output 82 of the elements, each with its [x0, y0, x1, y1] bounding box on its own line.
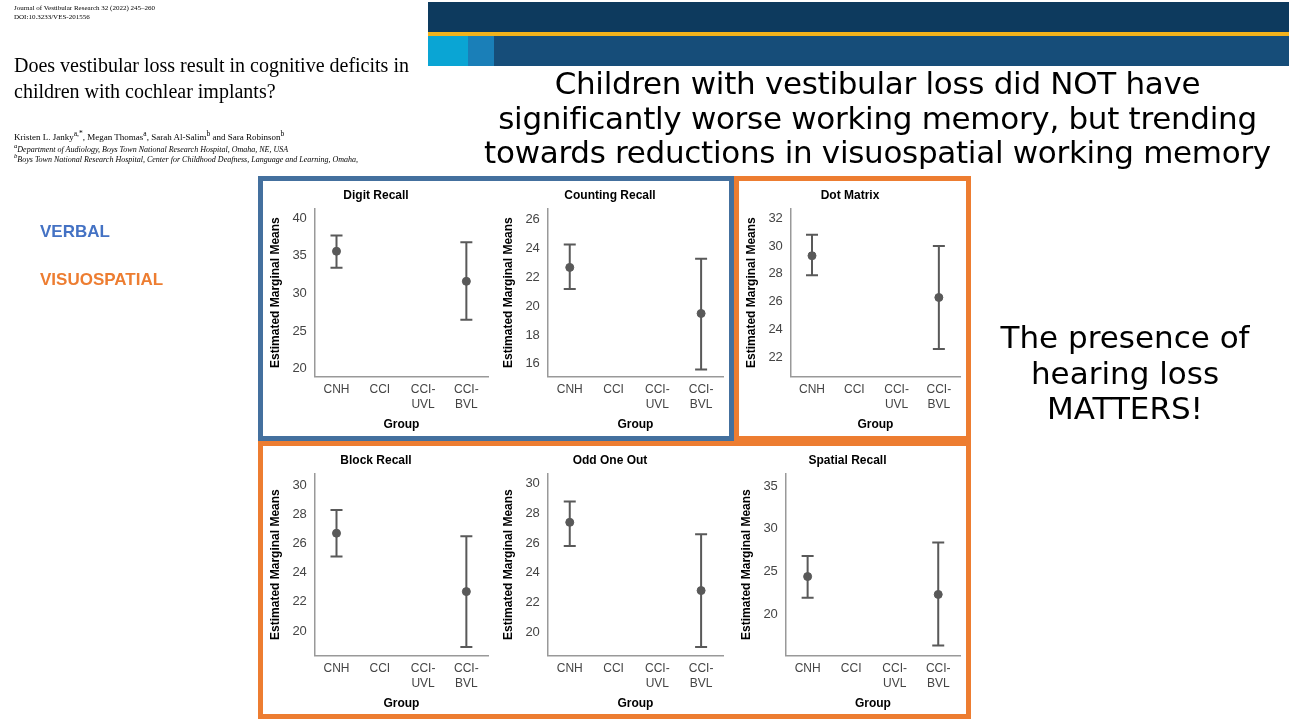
text: Kristen L. Janky$^{a,*}$, Megan Thomas$^{a}$, Sarah Al-Salim$^{b}$ and Sara Robinson$^{b}$ [14, 129, 286, 143]
y-tick-label: 18 [525, 326, 540, 342]
y-tick-label: 26 [525, 211, 540, 227]
text: VERBAL [40, 222, 111, 242]
chart-title: Block Recall [340, 452, 412, 467]
y-tick-label: 20 [525, 297, 540, 313]
x-tick-label: CCI-BVL [926, 382, 952, 411]
y-tick-label: 28 [292, 505, 307, 521]
chart-title: Dot Matrix [820, 187, 880, 202]
y-tick-label: 25 [292, 322, 307, 338]
text: Does vestibular loss result in cognitive deficits in children with cochlear implants? [14, 53, 410, 104]
y-tick-label: 30 [525, 475, 540, 491]
x-axis-title: Group [857, 417, 894, 432]
x-axis-title: Group [617, 696, 654, 711]
y-tick-label: 24 [292, 564, 307, 580]
x-tick-label: CCI-UVL [410, 382, 436, 411]
y-tick-label: 24 [768, 321, 783, 337]
y-tick-label: 24 [525, 564, 540, 580]
chart-title: Spatial Recall [808, 452, 887, 467]
x-tick-label: CCI [603, 661, 624, 676]
chart-title: Counting Recall [564, 187, 656, 202]
y-tick-label: 22 [525, 593, 540, 609]
x-tick-label: CCI [843, 382, 865, 397]
x-tick-label: CCI [603, 382, 624, 397]
y-tick-label: 30 [292, 476, 307, 492]
x-tick-label: CCI-BVL [688, 382, 714, 411]
y-tick-label: 28 [768, 265, 783, 281]
y-tick-label: 30 [768, 237, 783, 253]
x-tick-label: CNH [556, 382, 583, 397]
x-tick-label: CCI-BVL [454, 661, 479, 690]
x-tick-label: CCI-UVL [644, 382, 670, 411]
x-tick-label: CCI [840, 661, 862, 676]
y-tick-label: 26 [525, 534, 540, 550]
y-tick-label: 26 [768, 293, 783, 309]
text: The presence of hearing loss MATTERS! [999, 319, 1251, 427]
y-tick-label: 16 [525, 355, 540, 371]
y-tick-label: 20 [763, 605, 778, 621]
y-axis-title: Estimated Marginal Means [500, 216, 515, 368]
y-tick-label: 30 [292, 284, 307, 300]
y-tick-label: 22 [525, 269, 540, 285]
x-tick-label: CNH [323, 661, 350, 676]
x-tick-label: CCI-UVL [410, 661, 436, 690]
x-tick-label: CCI-UVL [882, 661, 908, 690]
x-tick-label: CCI-UVL [644, 661, 670, 690]
y-tick-label: 22 [292, 593, 307, 609]
y-axis-title: Estimated Marginal Means [743, 216, 758, 368]
x-tick-label: CCI-BVL [925, 661, 951, 690]
y-tick-label: 20 [292, 360, 307, 376]
y-tick-label: 24 [525, 240, 540, 256]
x-axis-title: Group [854, 696, 891, 711]
y-tick-label: 20 [292, 622, 307, 638]
x-tick-label: CCI-BVL [454, 382, 479, 411]
x-axis-title: Group [383, 696, 420, 711]
x-tick-label: CNH [794, 661, 821, 676]
x-tick-label: CCI-BVL [688, 661, 714, 690]
x-tick-label: CNH [556, 661, 583, 676]
x-tick-label: CNH [799, 382, 825, 397]
y-tick-label: 40 [292, 209, 307, 225]
chart-title: Digit Recall [343, 187, 409, 202]
y-axis-title: Estimated Marginal Means [267, 488, 282, 640]
x-tick-label: CNH [323, 382, 350, 397]
y-tick-label: 25 [763, 563, 778, 578]
x-tick-label: CCI [369, 661, 391, 676]
y-tick-label: 22 [768, 348, 783, 364]
y-axis-title: Estimated Marginal Means [738, 488, 753, 640]
text: $^{a}$Department of Audiology, Boys Town National Research Hospital, Omaha, NE, USA [14, 142, 290, 154]
y-tick-label: 26 [292, 535, 307, 551]
y-tick-label: 32 [768, 209, 783, 225]
chart-title: Odd One Out [572, 452, 648, 467]
x-axis-title: Group [617, 417, 654, 432]
y-tick-label: 20 [525, 623, 540, 639]
y-axis-title: Estimated Marginal Means [500, 488, 515, 640]
text: Children with vestibular loss did NOT have significantly worse working memory, but trending towards reductions in visuospatial working memory [483, 65, 1272, 171]
y-tick-label: 28 [525, 505, 540, 521]
x-axis-title: Group [383, 417, 420, 432]
y-axis-title: Estimated Marginal Means [267, 216, 282, 368]
y-tick-label: 30 [763, 520, 778, 536]
y-tick-label: 35 [763, 477, 778, 493]
text: VISUOSPATIAL [40, 270, 165, 290]
x-tick-label: CCI [369, 382, 391, 397]
x-tick-label: CCI-UVL [884, 382, 909, 411]
y-tick-label: 35 [292, 247, 307, 263]
